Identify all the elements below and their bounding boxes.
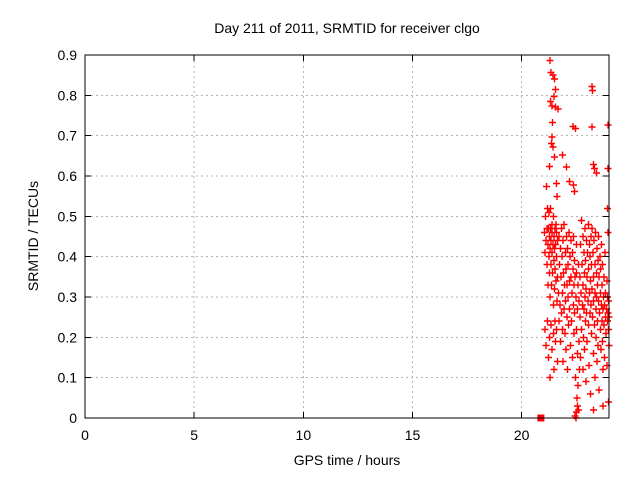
plot-border [84,54,610,419]
x-tick-label: 5 [190,427,198,443]
y-tick-label: 0.1 [58,370,78,386]
x-tick-label: 20 [514,427,530,443]
x-axis-label: GPS time / hours [293,452,401,468]
data-points-plus [541,57,613,422]
chart-title: Day 211 of 2011, SRMTID for receiver clg… [214,20,480,36]
y-tick-label: 0 [69,410,77,426]
y-tick-label: 0.5 [58,208,78,224]
x-tick-label: 15 [405,427,421,443]
y-tick-label: 0.7 [58,128,78,144]
y-tick-label: 0.4 [58,249,78,265]
y-tick-label: 0.2 [58,329,78,345]
y-tick-label: 0.9 [58,47,78,63]
y-tick-label: 0.6 [58,168,78,184]
y-tick-label: 0.3 [58,289,78,305]
x-tick-label: 0 [81,427,89,443]
y-tick-label: 0.8 [58,87,78,103]
x-tick-label: 10 [296,427,312,443]
